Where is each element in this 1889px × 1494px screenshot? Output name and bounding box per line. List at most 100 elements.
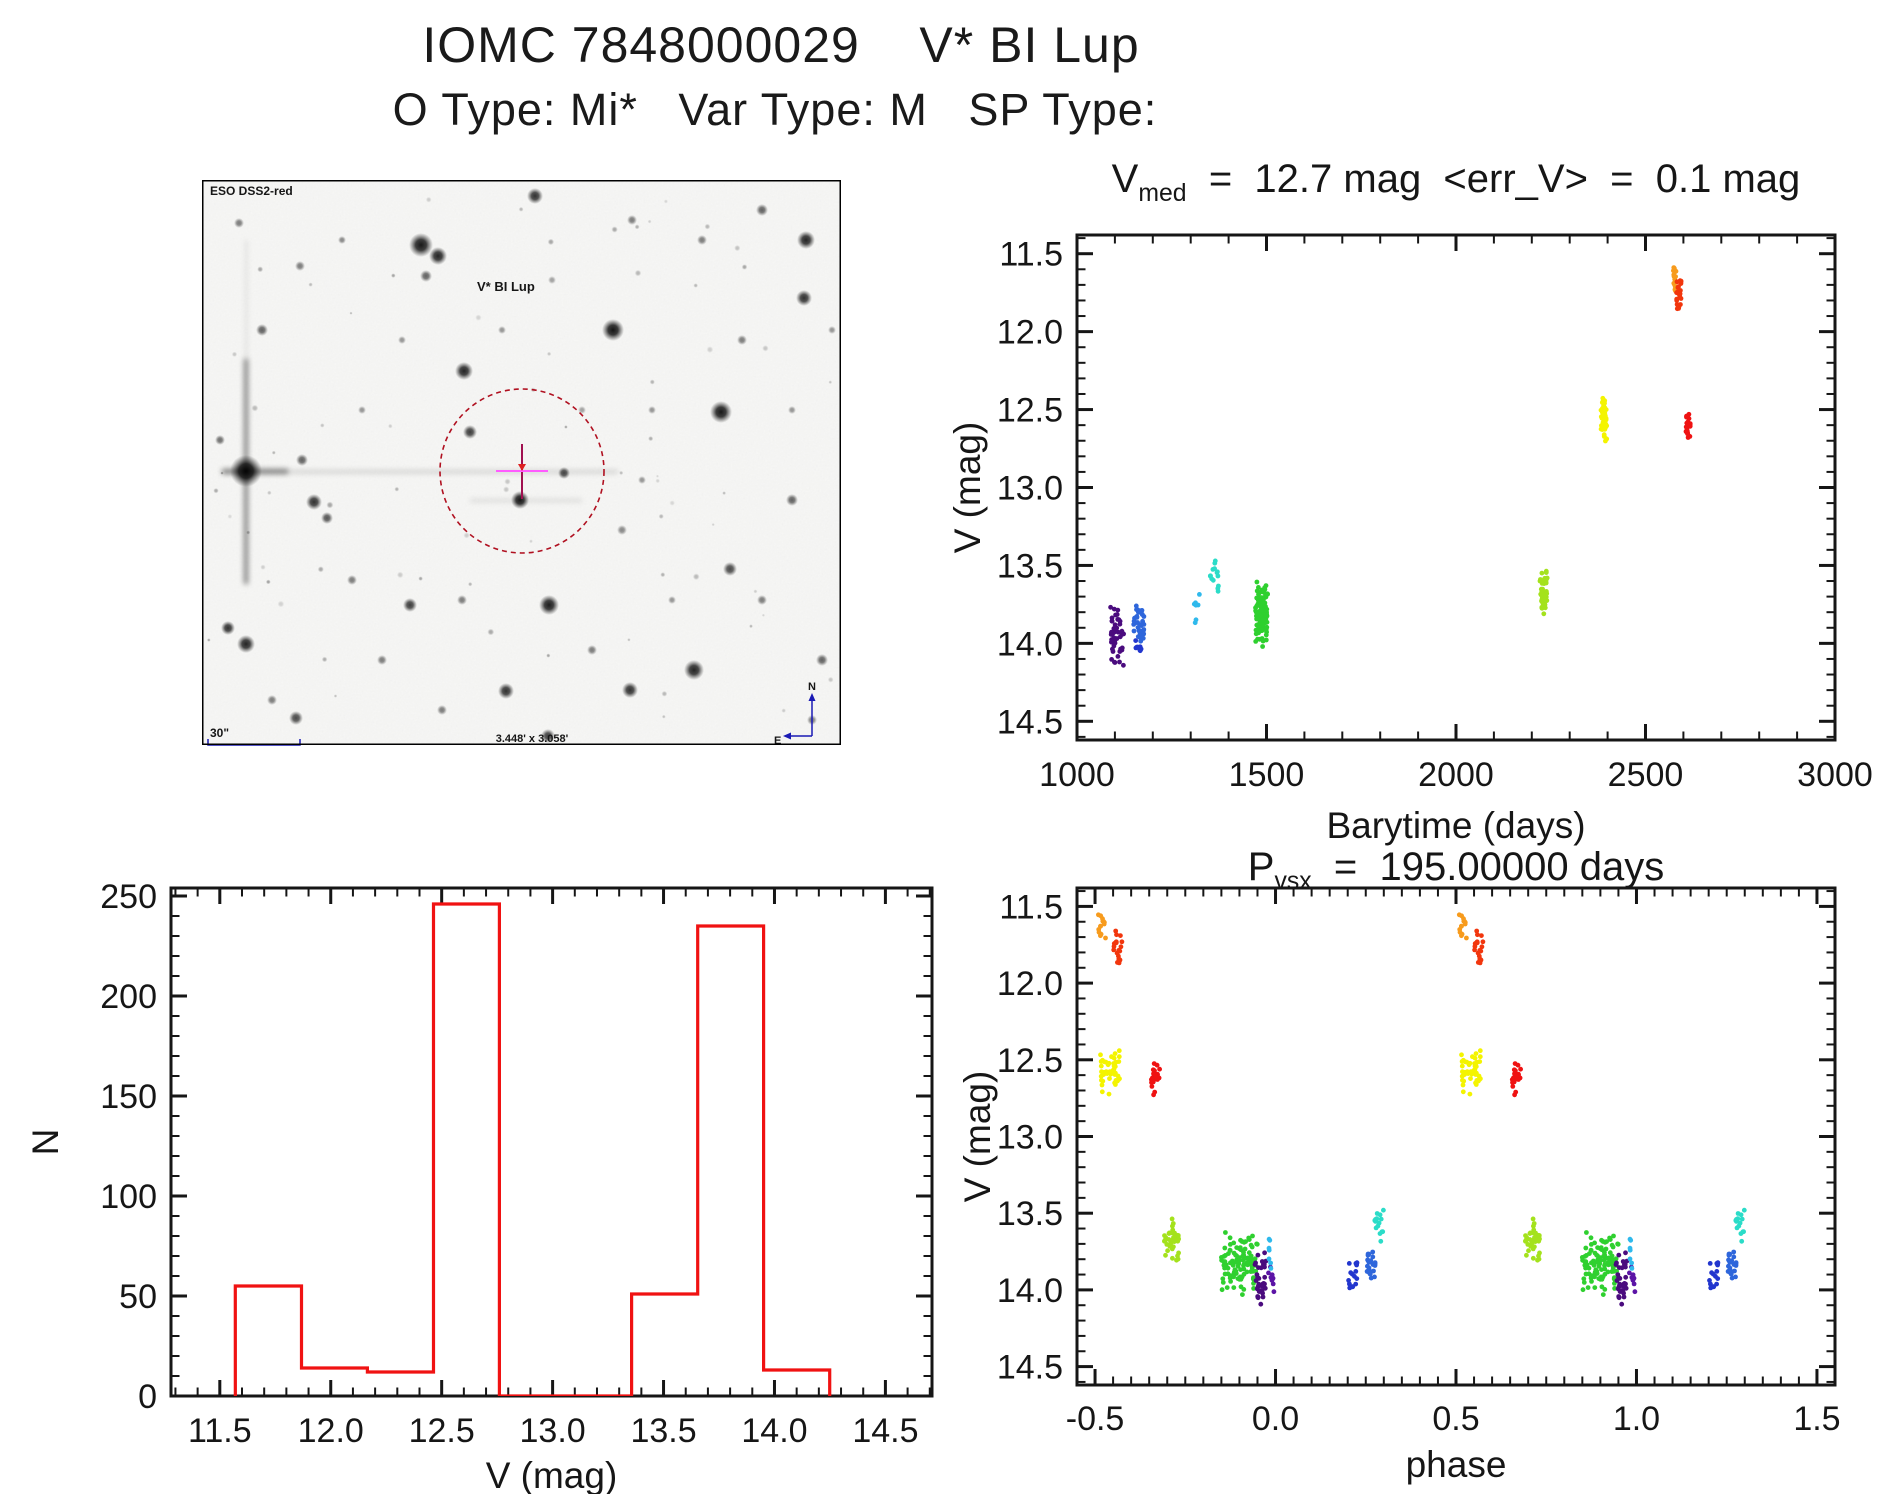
faint-star [475,314,482,321]
faint-star [265,579,271,585]
y-tick-label: 14.5 [997,1349,1063,1387]
scatter-cluster-sky [1266,1236,1274,1271]
faint-star [546,351,552,357]
faint-star [706,346,714,353]
faint-star [734,245,741,252]
y-tick-label: 11.5 [999,236,1063,274]
faint-star [634,269,642,277]
star [737,335,747,345]
scatter-cluster-turquoise [1372,1207,1386,1244]
x-tick-label: -0.5 [1066,1400,1125,1438]
y-tick-label: 100 [100,1178,157,1216]
scatter-cluster-orange [1456,912,1469,941]
faint-star [655,478,660,484]
y-tick-label: 250 [100,878,157,916]
star [797,231,815,249]
star [296,454,308,466]
compass-icon [783,693,816,740]
scatter-cluster-darkblue [1133,638,1144,654]
faint-star [741,264,748,270]
finding-chart-image: ESO DSS2-red V* BI Lup 30" 3.448' x 3.05… [202,180,841,747]
x-tick-label: 12.5 [409,1412,475,1450]
scatter-cluster-darkblue [1707,1260,1721,1291]
scatter-cluster-chartreuse [1162,1216,1181,1263]
y-tick-label: 13.5 [997,547,1063,585]
histogram-outline [233,902,832,1396]
diffraction-spikes [222,240,618,584]
star [403,598,417,612]
histogram-data [233,902,832,1396]
page-title: IOMC 7848000029 V* BI Lup [422,17,1140,73]
star [338,236,346,244]
star [648,406,656,414]
faint-star [321,656,328,663]
faint-star [333,694,338,698]
phase-axes: -0.5 0.0 0.5 1.0 1.5 11.5 12.0 12.5 13.0 13.5 14.0… [957,845,1841,1485]
scatter-cluster-orange [1671,265,1679,294]
star [321,512,333,524]
y-tick-label: 13.0 [997,470,1063,508]
faint-star [308,282,313,287]
star [587,645,597,655]
y-tick-label: 12.0 [997,965,1063,1003]
scatter-cluster-yellow [1598,395,1610,444]
star [578,406,586,414]
star [234,218,244,228]
scatter-cluster-green [1253,579,1270,649]
star [788,406,796,414]
star [498,326,506,334]
faint-star [207,638,211,642]
scatter-cluster-turquoise [1207,558,1221,594]
faint-star [827,676,834,683]
faint-star [669,500,675,506]
x-tick-label: 12.0 [298,1412,364,1450]
star [697,235,707,245]
star [622,682,638,698]
phase-folded-chart: -0.5 0.0 0.5 1.0 1.5 11.5 12.0 12.5 13.0 13.5 14.0… [957,845,1841,1485]
target-circle [439,388,605,554]
x-tick-label: 0.0 [1252,1400,1299,1438]
scatter-cluster-purple [1252,1250,1269,1307]
faint-star [468,582,473,587]
scatter-cluster-blue [1131,603,1147,644]
faint-star [267,490,272,496]
faint-star [649,379,655,385]
y-tick-label: 12.5 [997,1042,1063,1080]
lightcurve-data [1108,265,1693,668]
faint-star [317,566,324,573]
scatter-cluster-violet [1266,1264,1277,1295]
field-of-view-label: 3.448' x 3.058' [496,733,569,745]
faint-star [349,311,353,315]
faint-star [463,532,470,539]
faint-star [781,708,786,713]
scatter-cluster-redorange [1472,928,1486,966]
faint-star [425,196,432,203]
magnitude-histogram-chart: 11.5 12.0 12.5 13.0 13.5 14.0 14.5 0 50 100 150 200… [25,878,934,1494]
x-tick-label: 14.0 [741,1412,807,1450]
star [541,729,555,743]
faint-star [503,486,510,493]
y-tick-label: 14.0 [997,1272,1063,1310]
star [627,215,637,225]
y-tick-label: 13.0 [997,1119,1063,1157]
y-tick-label: 150 [100,1078,157,1116]
star [398,336,406,344]
star [723,562,737,576]
phase-data [1096,912,1747,1307]
x-tick-label: 2000 [1418,756,1494,794]
star [527,188,543,204]
y-tick-label: 13.5 [997,1195,1063,1233]
faint-star [627,638,631,642]
star [237,635,255,653]
faint-star [260,564,266,570]
star [498,683,514,699]
scatter-cluster-sky [1627,1236,1635,1271]
scatter-cluster-orange [1096,912,1108,941]
scatter-cluster-blue [1364,1249,1378,1281]
faint-star [547,238,555,246]
faint-star [647,219,652,224]
target-name-label: V* BI Lup [477,279,535,294]
faint-star [277,600,285,608]
y-tick-label: 11.5 [999,888,1063,926]
